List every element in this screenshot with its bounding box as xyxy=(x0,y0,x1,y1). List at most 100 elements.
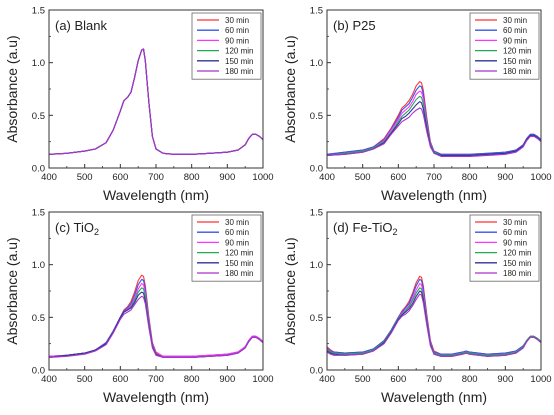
y-tick-label: 0.5 xyxy=(32,111,45,122)
chart-panel-2: 400 500 600 700 800 900 1000 0.0 0.5 1.0 1.5 Wavele… xyxy=(282,6,552,204)
x-axis-label: Wavelength (nm) xyxy=(381,389,487,405)
panel-label-main: (d) Fe-TiO xyxy=(333,220,392,235)
x-tick-label: 700 xyxy=(426,374,442,385)
legend-label: 120 min xyxy=(225,249,253,258)
x-tick-label: 400 xyxy=(41,172,57,183)
legend-label: 60 min xyxy=(503,26,527,35)
legend-label: 180 min xyxy=(225,269,253,278)
x-tick-label: 700 xyxy=(426,172,442,183)
chart-panel-3: 400 500 600 700 800 900 1000 0.0 0.5 1.0 1.5 Wavele… xyxy=(4,208,274,406)
legend-label: 120 min xyxy=(225,47,253,56)
x-tick-label: 500 xyxy=(77,172,93,183)
x-tick-label: 400 xyxy=(41,374,57,385)
series-line-150-min xyxy=(326,101,542,156)
series-line-120-min xyxy=(48,287,264,358)
x-tick-label: 800 xyxy=(184,172,200,183)
x-axis-label: Wavelength (nm) xyxy=(381,187,487,203)
chart-panel-4: 400 500 600 700 800 900 1000 0.0 0.5 1.0 1.5 Wavele… xyxy=(282,208,552,406)
y-tick-label: 1.5 xyxy=(32,6,45,17)
y-tick-label: 0.0 xyxy=(32,366,45,377)
y-axis-label: Absorbance (a.u) xyxy=(4,237,20,344)
panel-label-subscript: 2 xyxy=(94,227,99,237)
legend-label: 30 min xyxy=(503,16,527,25)
legend-box xyxy=(191,214,262,282)
x-tick-label: 400 xyxy=(319,374,335,385)
x-tick-label: 900 xyxy=(219,374,235,385)
y-tick-label: 1.0 xyxy=(310,260,323,271)
y-tick-label: 0.0 xyxy=(32,164,45,175)
x-tick-label: 800 xyxy=(184,374,200,385)
x-tick-label: 1000 xyxy=(252,374,273,385)
legend-label: 120 min xyxy=(503,249,531,258)
legend-box xyxy=(191,12,262,80)
legend-box xyxy=(469,12,540,80)
y-tick-label: 0.5 xyxy=(310,313,323,324)
x-axis-label: Wavelength (nm) xyxy=(103,389,209,405)
series-line-150-min xyxy=(326,290,542,357)
series-line-60-min xyxy=(48,278,264,357)
legend-label: 180 min xyxy=(225,67,253,76)
series-lines xyxy=(326,81,542,157)
x-tick-label: 500 xyxy=(77,374,93,385)
x-tick-label: 1000 xyxy=(530,374,551,385)
x-tick-label: 900 xyxy=(497,374,513,385)
panel-label-main: (a) Blank xyxy=(55,18,108,33)
series-line-30-min xyxy=(48,274,264,357)
series-line-60-min xyxy=(326,278,542,355)
x-tick-label: 500 xyxy=(355,374,371,385)
x-tick-label: 1000 xyxy=(252,172,273,183)
x-tick-label: 600 xyxy=(112,374,128,385)
legend-label: 90 min xyxy=(225,238,249,247)
series-line-30-min xyxy=(326,275,542,355)
x-tick-label: 900 xyxy=(497,172,513,183)
panel-label: (a) Blank xyxy=(55,18,108,33)
series-line-90-min xyxy=(48,283,264,357)
chart-panel-1: 400 500 600 700 800 900 1000 0.0 0.5 1.0 1.5 Wavele… xyxy=(4,6,274,204)
series-line-30-min xyxy=(326,81,542,155)
x-axis-label: Wavelength (nm) xyxy=(103,187,209,203)
x-tick-label: 800 xyxy=(462,374,478,385)
y-tick-label: 1.5 xyxy=(310,6,323,17)
series-line-120-min xyxy=(326,95,542,156)
series-lines xyxy=(326,275,542,357)
legend-label: 90 min xyxy=(503,238,527,247)
legend-label: 60 min xyxy=(225,26,249,35)
y-tick-label: 0.0 xyxy=(310,366,323,377)
y-tick-label: 0.0 xyxy=(310,164,323,175)
series-line-90-min xyxy=(326,283,542,356)
legend-label: 90 min xyxy=(503,36,527,45)
legend-label: 120 min xyxy=(503,47,531,56)
legend-label: 150 min xyxy=(503,259,531,268)
y-tick-label: 1.5 xyxy=(310,208,323,219)
y-tick-label: 1.0 xyxy=(32,58,45,69)
x-tick-label: 600 xyxy=(112,172,128,183)
series-line-180-min xyxy=(326,293,542,357)
x-tick-label: 1000 xyxy=(530,172,551,183)
series-line-120-min xyxy=(326,287,542,356)
series-lines xyxy=(48,274,264,358)
series-line-180-min xyxy=(48,295,264,358)
y-axis-label: Absorbance (a.u) xyxy=(282,237,298,344)
panel-label-subscript: 2 xyxy=(392,227,397,237)
x-tick-label: 400 xyxy=(319,172,335,183)
legend-label: 150 min xyxy=(225,57,253,66)
y-axis-label: Absorbance (a.u) xyxy=(4,35,20,142)
x-tick-label: 600 xyxy=(390,374,406,385)
series-lines xyxy=(48,48,264,155)
panel-label-main: (b) P25 xyxy=(333,18,376,33)
panel-label: (c) TiO2 xyxy=(55,220,99,237)
legend-label: 60 min xyxy=(225,228,249,237)
y-axis-label: Absorbance (a.u) xyxy=(282,35,298,142)
legend-label: 60 min xyxy=(503,228,527,237)
x-tick-label: 700 xyxy=(148,172,164,183)
x-tick-label: 900 xyxy=(219,172,235,183)
legend-label: 180 min xyxy=(503,269,531,278)
y-tick-label: 1.0 xyxy=(310,58,323,69)
x-tick-label: 800 xyxy=(462,172,478,183)
legend-box xyxy=(469,214,540,282)
y-tick-label: 1.5 xyxy=(32,208,45,219)
